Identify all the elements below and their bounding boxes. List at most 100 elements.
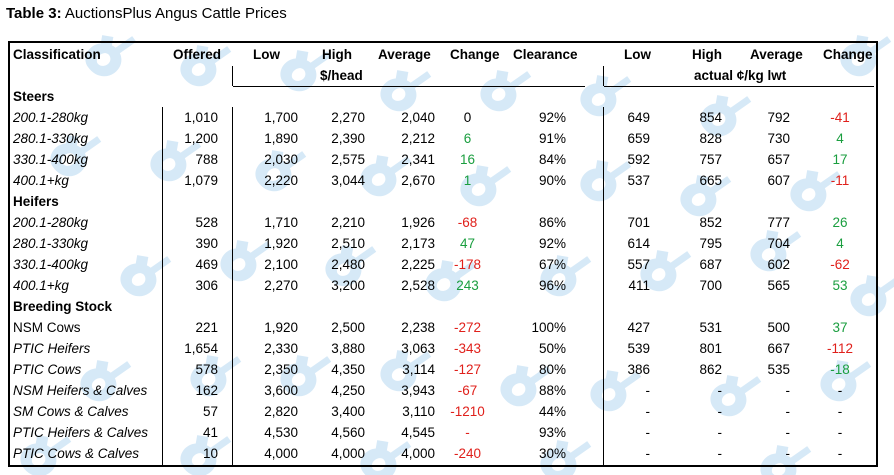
table-cell-change: 243: [456, 278, 479, 293]
table-cell-high2: 700: [699, 278, 722, 293]
table-cell-offered: 306: [195, 278, 218, 293]
table-cell-change: -68: [457, 215, 478, 230]
table-cell-low: 1,700: [264, 110, 298, 125]
table-cell-high2: 854: [699, 110, 722, 125]
table-cell-change: -127: [453, 362, 482, 377]
table-cell-change: -343: [453, 341, 482, 356]
table-cell-avg2: 535: [767, 362, 790, 377]
table-cell-low2: 614: [627, 236, 650, 251]
table-cell-offered: 788: [195, 152, 218, 167]
table-cell-offered: 41: [202, 425, 218, 440]
table-cell-low: 1,710: [264, 215, 298, 230]
header-offered: Offered: [172, 47, 221, 62]
table-cell-high: 4,560: [331, 425, 365, 440]
table-cell-change2: 4: [836, 131, 844, 146]
header-low: Low: [253, 47, 280, 62]
table-cell-low2: -: [645, 383, 651, 398]
table-cell-offered: 162: [195, 383, 218, 398]
table-cell-low: 4,530: [264, 425, 298, 440]
table-cell-label: 280.1-330kg: [13, 131, 89, 146]
group-heading: Breeding Stock: [13, 299, 113, 314]
table-cell-low2: 537: [627, 173, 650, 188]
table-cell-low2: 539: [627, 341, 650, 356]
column-divider: [162, 107, 163, 465]
table-cell-high: 4,350: [331, 362, 365, 377]
table-cell-high: 2,480: [331, 257, 365, 272]
table-cell-avg2: 667: [767, 341, 790, 356]
header-average: Average: [378, 47, 431, 62]
table-cell-clearance: 67%: [538, 257, 566, 272]
table-cell-low2: 386: [627, 362, 650, 377]
header-average-kg: Average: [750, 47, 803, 62]
table-cell-label: PTIC Cows & Calves: [13, 446, 140, 461]
header-change-kg: Change: [823, 47, 873, 62]
table-cell-avg: 2,225: [401, 257, 435, 272]
table-cell-avg: 3,114: [402, 362, 435, 377]
table-cell-clearance: 92%: [538, 236, 566, 251]
table-cell-change: -1210: [450, 404, 485, 419]
table-cell-change: 16: [459, 152, 476, 167]
table-cell-high: 4,000: [331, 446, 365, 461]
table-cell-change: -: [465, 425, 470, 440]
table-cell-high2: -: [717, 383, 723, 398]
table-cell-avg: 3,110: [402, 404, 435, 419]
table-cell-label: SM Cows & Calves: [13, 404, 129, 419]
table-cell-clearance: 92%: [538, 110, 566, 125]
table-cell-high: 2,210: [331, 215, 365, 230]
group-heading: Steers: [13, 89, 55, 104]
table-cell-offered: 1,010: [184, 110, 218, 125]
table-cell-label: 330.1-400kg: [13, 152, 89, 167]
header-change: Change: [450, 47, 500, 62]
table-cell-low2: -: [645, 446, 651, 461]
table-cell-high2: 801: [699, 341, 722, 356]
table-cell-change2: 4: [836, 236, 844, 251]
table-caption: Table 3: AuctionsPlus Angus Cattle Price…: [6, 4, 287, 24]
table-cell-change2: -: [837, 446, 843, 461]
header-unit-kg: actual ¢/kg lwt: [694, 68, 787, 83]
table-cell-low2: 701: [627, 215, 650, 230]
table-cell-label: PTIC Heifers & Calves: [13, 425, 149, 440]
table-cell-low2: 411: [628, 278, 650, 293]
table-cell-low2: 557: [627, 257, 650, 272]
table-cell-clearance: 90%: [538, 173, 566, 188]
table-caption-label: Table 3:: [6, 5, 62, 22]
table-cell-avg: 2,040: [401, 110, 435, 125]
table-cell-clearance: 30%: [538, 446, 566, 461]
table-cell-low: 2,220: [264, 173, 298, 188]
table-cell-offered: 578: [195, 362, 218, 377]
table-cell-low: 1,890: [264, 131, 298, 146]
price-table-frame: [8, 41, 878, 467]
table-cell-change2: -41: [830, 110, 850, 125]
table-cell-clearance: 84%: [538, 152, 566, 167]
table-cell-low2: 427: [627, 320, 650, 335]
table-cell-clearance: 93%: [538, 425, 566, 440]
table-cell-label: PTIC Cows: [13, 362, 82, 377]
table-cell-high2: -: [717, 425, 723, 440]
table-cell-clearance: 80%: [538, 362, 566, 377]
table-cell-avg2: 500: [767, 320, 790, 335]
table-cell-clearance: 91%: [538, 131, 566, 146]
table-cell-high: 4,250: [331, 383, 365, 398]
table-cell-avg2: 657: [767, 152, 790, 167]
table-cell-high2: 757: [699, 152, 722, 167]
table-cell-avg2: 607: [767, 173, 790, 188]
table-cell-clearance: 100%: [531, 320, 566, 335]
table-cell-change2: -18: [830, 362, 850, 377]
table-cell-change2: 26: [832, 215, 848, 230]
table-cell-label: 330.1-400kg: [13, 257, 89, 272]
table-cell-low: 3,600: [264, 383, 298, 398]
table-cell-low: 2,350: [264, 362, 298, 377]
table-cell-high2: 795: [699, 236, 722, 251]
table-cell-label: 200.1-280kg: [13, 215, 89, 230]
table-cell-change: 6: [463, 131, 472, 146]
table-cell-avg: 4,545: [401, 425, 435, 440]
table-cell-avg2: -: [785, 383, 791, 398]
table-cell-high: 3,044: [331, 173, 365, 188]
header-low-kg: Low: [624, 47, 651, 62]
header-high: High: [322, 47, 352, 62]
table-cell-low2: 659: [627, 131, 650, 146]
table-cell-high: 3,400: [331, 404, 365, 419]
column-divider: [603, 66, 604, 86]
table-cell-high2: 665: [699, 173, 722, 188]
header-high-kg: High: [692, 47, 722, 62]
